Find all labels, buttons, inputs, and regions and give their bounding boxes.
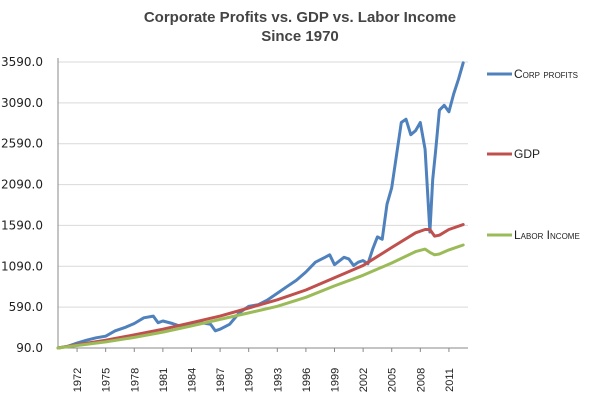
y-tick-label: 1090.0	[1, 259, 43, 273]
x-tick-label: 1990	[244, 368, 256, 392]
x-tick-label: 2011	[444, 368, 456, 392]
chart-title-line1: Corporate Profits vs. GDP vs. Labor Inco…	[143, 9, 457, 26]
series-lines	[56, 61, 465, 350]
y-tick-label: 90.0	[16, 341, 43, 355]
series-line	[56, 223, 465, 350]
y-tick-label: 3590.0	[1, 55, 43, 69]
y-tick-label: 3090.0	[1, 96, 43, 110]
x-tick-label: 1987	[215, 368, 227, 392]
x-axis-ticks: 1972 1975 1978 1981 1984 1987 1990 1993 1996 1999…	[72, 348, 456, 392]
axes	[57, 58, 468, 349]
x-tick-label: 1996	[301, 368, 313, 392]
y-tick-label: 590.0	[9, 300, 43, 314]
x-tick-label: 1981	[158, 368, 170, 392]
y-axis-ticks: 90.0 590.0 1090.0 1590.0 2090.0 2590.0 3090.0 3…	[1, 55, 43, 355]
y-tick-label: 2090.0	[1, 178, 43, 192]
legend-label: Labor Income	[514, 228, 580, 242]
series-line	[56, 61, 465, 350]
x-tick-label: 1993	[272, 368, 284, 392]
x-tick-label: 1999	[330, 368, 342, 392]
series-line	[56, 243, 465, 350]
legend: Corp profits GDP Labor Income	[487, 67, 580, 242]
x-tick-label: 2002	[358, 368, 370, 392]
y-tick-label: 2590.0	[1, 137, 43, 151]
x-tick-label: 1984	[186, 368, 198, 392]
chart-title: Corporate Profits vs. GDP vs. Labor Inco…	[0, 8, 600, 46]
gridlines	[58, 61, 468, 308]
x-tick-label: 1975	[101, 368, 113, 392]
x-tick-label: 2005	[387, 368, 399, 392]
legend-label: Corp profits	[514, 67, 578, 81]
x-tick-label: 1978	[129, 368, 141, 392]
y-tick-label: 1590.0	[1, 218, 43, 232]
x-tick-label: 2008	[415, 368, 427, 392]
x-tick-label: 1972	[72, 368, 84, 392]
legend-label: GDP	[514, 147, 540, 161]
chart-subtitle: Since 1970	[261, 28, 339, 45]
